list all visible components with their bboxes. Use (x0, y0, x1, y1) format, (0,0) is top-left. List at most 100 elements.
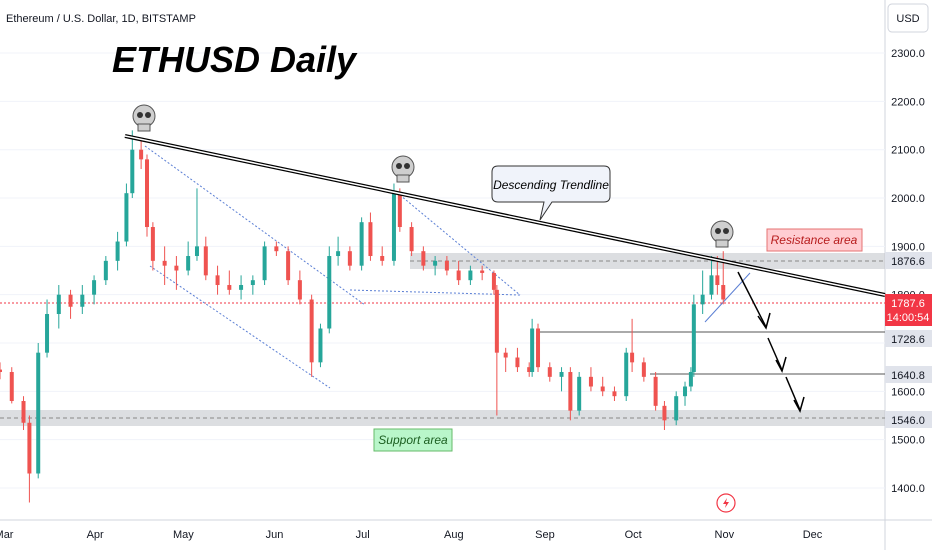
candle-body (150, 227, 155, 261)
symbol-title: Ethereum / U.S. Dollar, 1D, BITSTAMP (6, 13, 196, 25)
last-price-box (885, 294, 932, 326)
arrow-down-1 (737, 271, 767, 328)
price-label-1546: 1546.0 (891, 415, 925, 427)
candle-body (215, 275, 220, 286)
candle-body (347, 251, 352, 266)
price-label-box-1728 (885, 330, 932, 347)
x-tick-label: Mar (0, 529, 14, 541)
candle-body (688, 372, 693, 387)
x-tick-label: Aug (444, 529, 464, 541)
last-price-label: 1787.6 (891, 298, 925, 310)
candle-body (641, 362, 646, 377)
candle-body (297, 280, 302, 300)
candles (0, 130, 726, 503)
candle-body (174, 265, 179, 271)
arrow-down-3 (785, 376, 801, 411)
candle-body (588, 376, 593, 387)
candle-body (691, 304, 696, 373)
candle-body (0, 369, 2, 373)
candle-body (568, 372, 573, 411)
price-label-1640: 1640.8 (891, 370, 925, 382)
skull-icon (132, 104, 156, 132)
candle-body (612, 391, 617, 397)
skull-icon (710, 220, 734, 248)
candle-body (21, 401, 26, 423)
candle-body (194, 246, 199, 257)
x-tick-label: Nov (715, 529, 735, 541)
channel2-lower-line (349, 289, 521, 296)
candle-body (515, 357, 520, 368)
price-label-box-1546 (885, 411, 932, 428)
x-tick-label: Oct (625, 529, 642, 541)
candle-body (239, 285, 244, 290)
countdown-label: 14:00:54 (887, 312, 930, 324)
price-label-box-1640 (885, 366, 932, 383)
candle-body (56, 294, 61, 315)
candle-body (700, 294, 705, 305)
x-tick-label: May (173, 529, 194, 541)
candle-body (145, 159, 149, 228)
x-tick-label: Dec (803, 529, 823, 541)
candle-body (327, 256, 332, 329)
trendline-callout-label: Descending Trendline (493, 178, 609, 192)
candle-body (368, 222, 373, 257)
resistance-label: Resistance area (771, 233, 858, 247)
price-label-1876: 1876.6 (891, 256, 925, 268)
candle-body (444, 260, 449, 271)
candle-body (600, 386, 605, 392)
y-tick-label: 2000.0 (891, 193, 925, 205)
trendline-callout[interactable]: Descending Trendline (491, 165, 611, 221)
candle-body (286, 251, 291, 281)
candle-body (456, 270, 461, 281)
arrow-head-3 (793, 396, 805, 413)
x-tick-label: Apr (87, 529, 104, 541)
y-tick-label: 1600.0 (891, 386, 925, 398)
time-axis[interactable]: Mar Apr May Jun Jul Aug Sep Oct Nov Dec (0, 529, 823, 541)
candle-body (527, 367, 532, 373)
resistance-zone (410, 253, 885, 269)
y-tick-label: 2100.0 (891, 145, 925, 157)
price-label-1728: 1728.6 (891, 334, 925, 346)
candle-body (380, 256, 385, 261)
flash-icon[interactable] (716, 493, 736, 513)
candle-body (559, 372, 564, 377)
candle-body (409, 227, 414, 252)
currency-button[interactable] (887, 3, 929, 33)
candle-body (186, 256, 191, 271)
candle-body (503, 352, 508, 358)
chart-title: ETHUSD Daily (112, 39, 358, 80)
y-tick-label: 1900.0 (891, 241, 925, 253)
candle-body (397, 193, 402, 228)
candle-body (318, 328, 323, 363)
candle-body (309, 299, 314, 363)
channel-lower-line (149, 265, 331, 389)
descending-trendline-inner (124, 135, 886, 296)
candle-body (480, 270, 485, 273)
price-label-box-1876 (885, 252, 932, 269)
candle-body (491, 272, 496, 290)
x-tick-label: Jun (266, 529, 284, 541)
candle-body (124, 193, 129, 242)
candle-body (262, 246, 267, 281)
skull-icon (391, 155, 415, 183)
arrow-head-2 (775, 356, 787, 373)
candle-body (715, 275, 720, 286)
candle-body (653, 376, 658, 406)
candle-body (9, 372, 14, 402)
candle-body (433, 260, 438, 266)
candle-body (130, 149, 135, 194)
candle-body (336, 251, 341, 257)
candle-body (68, 294, 73, 307)
candle-body (530, 328, 535, 373)
candle-body (203, 246, 208, 276)
support-label-box (373, 428, 453, 452)
candle-body (391, 193, 396, 261)
arrow-down-2 (767, 337, 783, 371)
candle-body (721, 285, 726, 300)
currency-button-label: USD (896, 13, 919, 25)
y-tick-label: 2300.0 (891, 48, 925, 60)
y-tick-label: 1400.0 (891, 483, 925, 495)
candle-body (674, 396, 679, 421)
candle-body (274, 246, 279, 252)
